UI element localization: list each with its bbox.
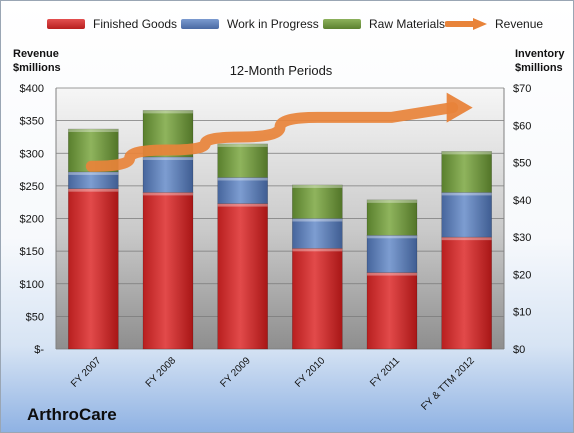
bar-raw-materials-highlight [441,151,492,155]
bar-work-in-progress [217,177,268,204]
left-axis-ticks: $- $50 $100 $150 $200 $250 $300 $350 $400 [20,83,45,356]
right-tick-label: $0 [513,344,525,356]
legend-label-work-in-progress: Work in Progress [227,17,319,31]
right-axis-ticks: $0 $10 $20 $30 $40 $50 $60 $70 [513,83,531,356]
bar-finished-goods-highlight [143,192,193,196]
bar-raw-materials [292,184,343,219]
left-tick-label: $- [34,344,44,356]
left-tick-label: $350 [20,116,44,128]
left-axis-title-line2: $millions [13,62,61,74]
revenue-line-path [85,102,459,172]
bar-work-in-progress [441,192,492,238]
legend-swatch-raw-materials [323,19,361,29]
bars [68,110,492,350]
bar-finished-goods [441,236,492,350]
bar-raw-materials-highlight [68,129,119,133]
bar-work-in-progress [292,218,343,249]
bar-work-in-progress [366,234,418,273]
bar-finished-goods-highlight [68,188,119,192]
bar-finished-goods [292,248,343,350]
left-tick-label: $100 [20,279,44,291]
bar-finished-goods [366,272,418,350]
left-tick-label: $400 [20,83,44,95]
x-tick-label: FY 2008 [144,355,179,390]
right-tick-label: $60 [513,120,531,132]
bar-raw-materials-highlight [292,184,343,188]
bar-work-in-progress-highlight [68,171,119,175]
left-tick-label: $200 [20,214,44,226]
bar-work-in-progress-highlight [292,218,343,222]
x-axis-ticks: FY 2007 FY 2008 FY 2009 FY 2010 FY 2011 FY & … [69,355,477,413]
bar-finished-goods-highlight [441,237,492,241]
x-tick-label: FY 2009 [218,355,253,390]
bar-finished-goods [217,203,268,350]
bar-work-in-progress-highlight [441,192,492,196]
left-tick-label: $250 [20,181,44,193]
legend-finished-goods: Finished Goods [47,15,177,33]
x-tick-label: FY & TTM 2012 [419,355,477,413]
left-axis-title: Revenue $millions [13,47,61,75]
bar-finished-goods-highlight [367,272,417,276]
right-axis-title: Inventory $millions [515,47,565,75]
bar-work-in-progress-highlight [367,235,417,239]
right-axis-title-line2: $millions [515,62,563,74]
legend-raw-materials: Raw Materials [323,15,445,33]
bar-finished-goods-highlight [292,248,343,252]
right-tick-label: $30 [513,232,531,244]
right-tick-label: $70 [513,83,531,95]
legend-revenue: Revenue [445,15,543,33]
legend-arrow-icon [445,18,487,30]
x-tick-label: FY 2007 [69,355,104,390]
bar-raw-materials [217,143,268,178]
revenue-arrow-head [446,92,473,123]
bar-finished-goods [68,188,119,350]
bar-work-in-progress-highlight [217,177,268,181]
legend-label-raw-materials: Raw Materials [369,17,446,31]
bar-raw-materials-highlight [217,143,268,147]
bar-raw-materials [366,199,418,236]
legend-swatch-finished-goods [47,19,85,29]
bar-raw-materials [441,151,492,193]
legend-work-in-progress: Work in Progress [181,15,319,33]
right-tick-label: $10 [513,307,531,319]
right-axis-title-line1: Inventory [515,48,565,60]
left-tick-label: $150 [20,246,44,258]
company-name: ArthroCare [27,405,117,424]
legend-swatch-work-in-progress [181,19,219,29]
revenue-line [85,92,473,172]
legend-label-finished-goods: Finished Goods [93,17,178,31]
bar-finished-goods-highlight [217,203,268,207]
bar-work-in-progress-highlight [143,156,193,160]
left-axis-title-line1: Revenue [13,48,59,60]
right-tick-label: $50 [513,158,531,170]
bar-finished-goods [142,192,194,350]
bar-raw-materials-highlight [367,199,417,203]
gridlines [55,87,505,350]
left-tick-label: $300 [20,148,44,160]
chart-title: 12-Month Periods [229,63,333,78]
x-tick-label: FY 2011 [368,355,402,389]
x-tick-label: FY 2010 [293,355,328,390]
bar-raw-materials-highlight [143,110,193,114]
right-tick-label: $20 [513,269,531,281]
legend-label-revenue: Revenue [495,17,544,31]
right-tick-label: $40 [513,195,531,207]
bar-work-in-progress [142,156,194,193]
left-tick-label: $50 [26,311,44,323]
